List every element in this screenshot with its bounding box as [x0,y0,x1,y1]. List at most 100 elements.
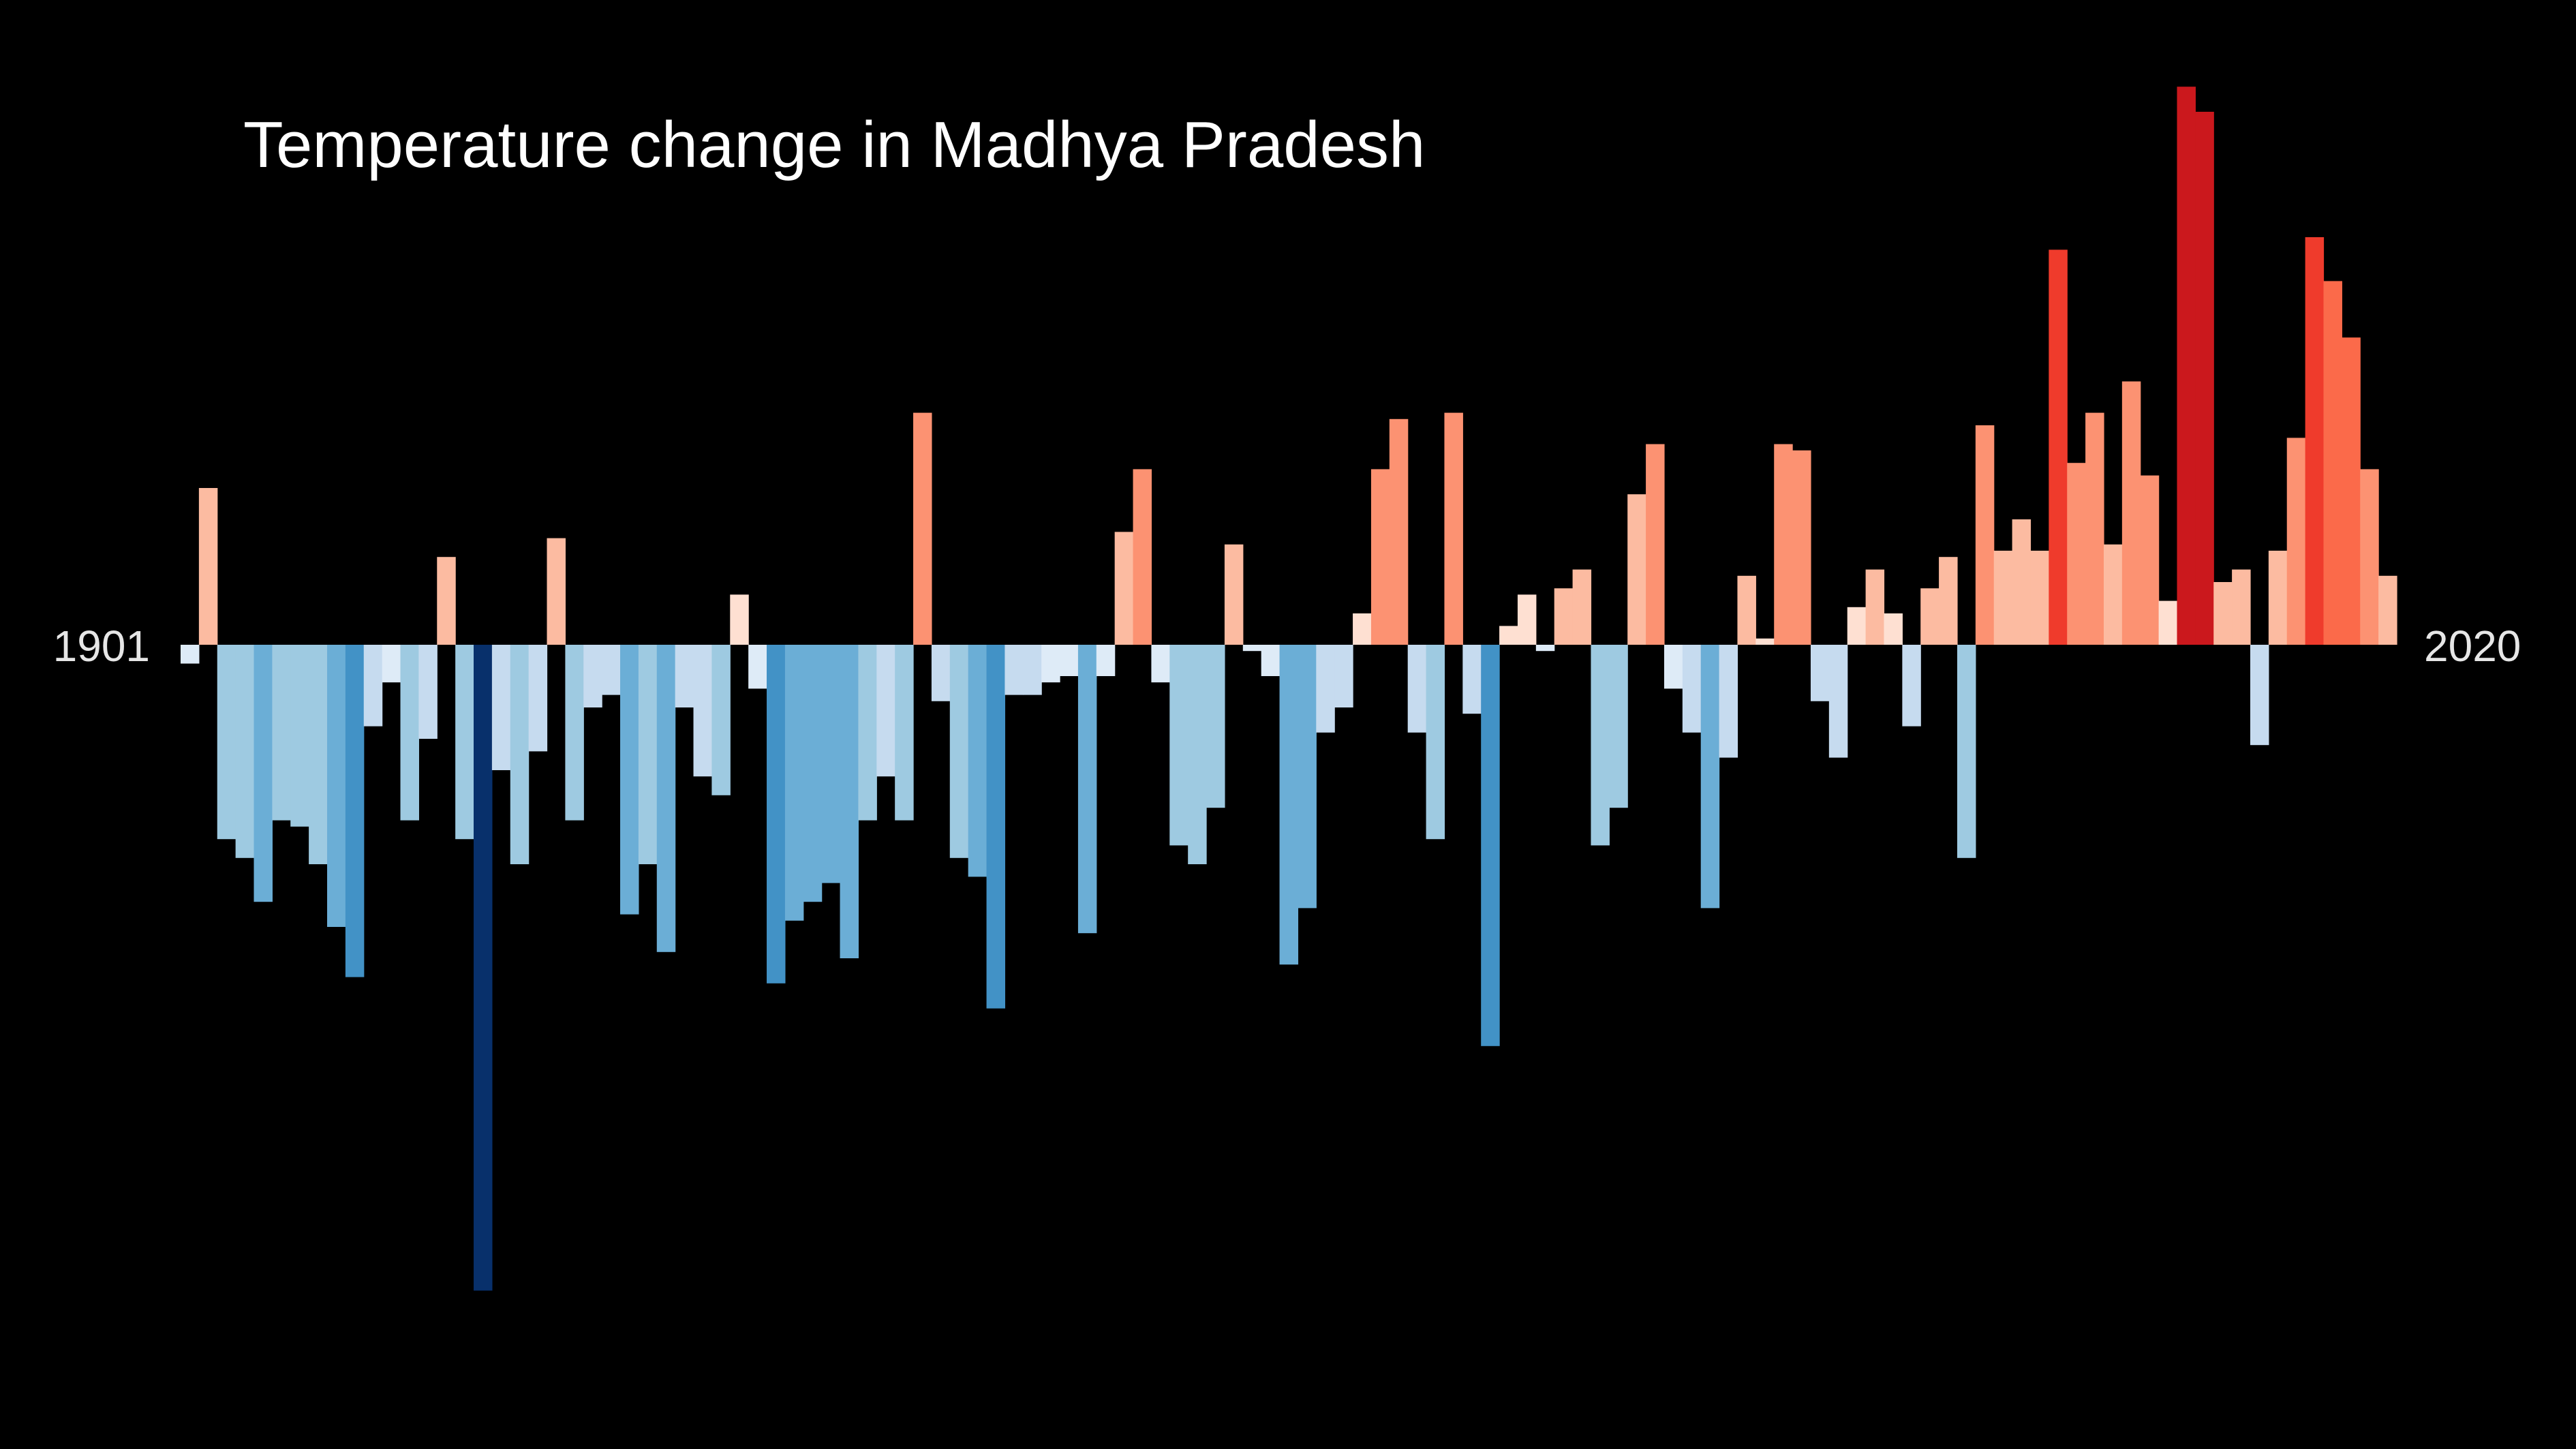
bar-1983 [1682,645,1702,733]
bar-1990 [1810,645,1830,701]
bar-1909 [327,645,346,927]
bar-1914 [418,645,438,739]
bar-1908 [309,645,328,864]
bar-1987 [1755,638,1775,645]
bar-1958 [1224,544,1244,645]
bar-1972 [1481,645,1500,1046]
bar-1971 [1462,645,1482,714]
bar-1929 [693,645,713,777]
bar-1927 [656,645,676,952]
bar-1974 [1517,594,1537,645]
bar-1956 [1188,645,1207,864]
bar-2009 [2158,600,2178,645]
bar-2005 [2085,412,2104,645]
bar-1991 [1828,645,1848,758]
bar-1947 [1023,645,1042,695]
bar-1939 [876,645,895,777]
bar-1946 [1005,645,1024,695]
bar-2002 [2030,551,2049,645]
bar-1962 [1298,645,1317,909]
bar-1915 [437,557,456,645]
bar-2019 [2342,337,2361,645]
bar-2018 [2323,281,2342,645]
bar-1970 [1444,412,1463,645]
bar-1998 [1957,645,1976,858]
bar-1969 [1426,645,1445,840]
bar-1925 [620,645,639,915]
bar-2020 [2360,469,2379,645]
bar-1931 [730,594,749,645]
bar-1912 [382,645,401,683]
bar-1981 [1646,444,1665,645]
bar-1986 [1737,575,1756,645]
bar-1902 [198,488,218,645]
bar-1918 [491,645,511,770]
bar-1949 [1060,645,1079,676]
bar-1957 [1206,645,1225,808]
bar-1917 [474,645,493,1291]
bar-2010 [2177,87,2196,645]
bar-2016 [2286,438,2306,645]
bar-1920 [528,645,548,752]
bar-1992 [1847,607,1867,645]
start-year-label: 1901 [53,622,150,671]
bar-1964 [1334,645,1353,707]
end-year-label: 2020 [2424,622,2521,671]
bar-1950 [1077,645,1097,934]
bar-1960 [1261,645,1281,676]
bars-group [181,87,2397,1291]
bar-1952 [1114,532,1134,645]
bar-1961 [1279,645,1299,965]
bar-1935 [803,645,823,902]
bar-1933 [767,645,786,983]
bar-1953 [1133,469,1152,645]
bar-1901 [181,645,200,664]
bar-2017 [2305,237,2325,645]
bar-1948 [1041,645,1060,683]
bar-1924 [602,645,621,695]
bar-2001 [2012,519,2031,645]
bar-1954 [1151,645,1170,683]
bar-1940 [895,645,914,821]
bar-1932 [748,645,767,689]
bar-2015 [2268,551,2288,645]
bar-2011 [2195,112,2214,645]
bar-1905 [254,645,273,902]
bar-1997 [1939,557,1958,645]
bar-1911 [363,645,383,727]
bar-2013 [2232,569,2251,645]
bar-1989 [1792,450,1811,645]
bar-1923 [583,645,602,707]
bar-2007 [2121,381,2141,645]
bar-1936 [821,645,841,883]
bar-1913 [400,645,419,821]
bar-1979 [1609,645,1628,808]
bar-1919 [510,645,530,864]
bar-2008 [2140,475,2160,645]
bar-1966 [1370,469,1390,645]
bar-1906 [272,645,291,821]
bar-1934 [784,645,804,921]
bar-1907 [290,645,309,827]
bar-1976 [1554,588,1574,645]
bar-1945 [986,645,1006,1009]
bar-1922 [565,645,584,821]
bar-1994 [1884,613,1903,645]
bar-1942 [931,645,951,701]
bar-1995 [1902,645,1921,727]
bar-1967 [1389,418,1409,645]
bar-1984 [1700,645,1720,909]
bar-1941 [913,412,932,645]
bar-1980 [1627,494,1646,645]
bar-1973 [1499,626,1518,645]
bar-2021 [2378,575,2397,645]
bar-1959 [1242,645,1262,652]
bar-1955 [1169,645,1189,846]
bar-1904 [235,645,255,858]
bar-2000 [1993,551,2013,645]
bar-1930 [711,645,731,795]
bar-1943 [949,645,969,858]
bar-1975 [1535,645,1555,652]
bar-1944 [968,645,987,877]
